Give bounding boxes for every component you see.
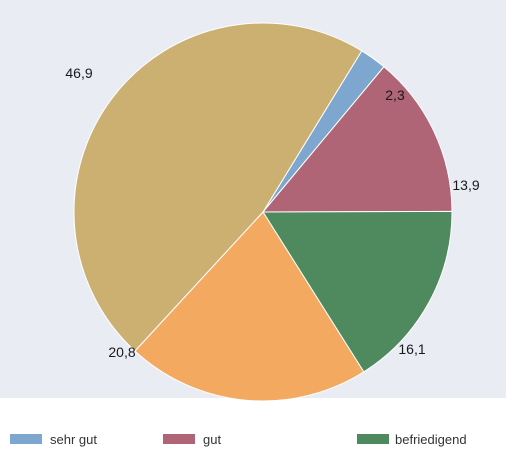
value-label-sehr-gut: 2,3: [385, 87, 405, 103]
pie-slices: [73, 22, 453, 402]
value-label-slice-5: 46,9: [65, 65, 92, 81]
pie-value-labels: 2,3 13,9 16,1 20,8 46,9: [65, 65, 479, 360]
legend-label-befriedigend: befriedigend: [395, 432, 467, 447]
legend-label-gut: gut: [203, 432, 221, 447]
value-label-befriedigend: 16,1: [398, 341, 425, 357]
legend-item-befriedigend: befriedigend: [357, 432, 467, 447]
legend-swatch-befriedigend: [357, 434, 389, 444]
value-label-slice-4: 20,8: [108, 344, 135, 360]
pie-slice-befriedigend: [262, 210, 453, 373]
legend-swatch-gut: [163, 434, 195, 444]
legend-swatch-sehr-gut: [10, 434, 42, 444]
legend-item-gut: gut: [163, 432, 221, 447]
legend: sehr gut gut befriedigend: [10, 432, 467, 447]
pie-slice-gut: [261, 66, 453, 213]
pie-slice-slice-4: [134, 211, 365, 402]
pie-slice-slice-5: [73, 22, 363, 352]
legend-item-sehr-gut: sehr gut: [10, 432, 97, 447]
legend-label-sehr-gut: sehr gut: [50, 432, 97, 447]
value-label-gut: 13,9: [452, 177, 479, 193]
